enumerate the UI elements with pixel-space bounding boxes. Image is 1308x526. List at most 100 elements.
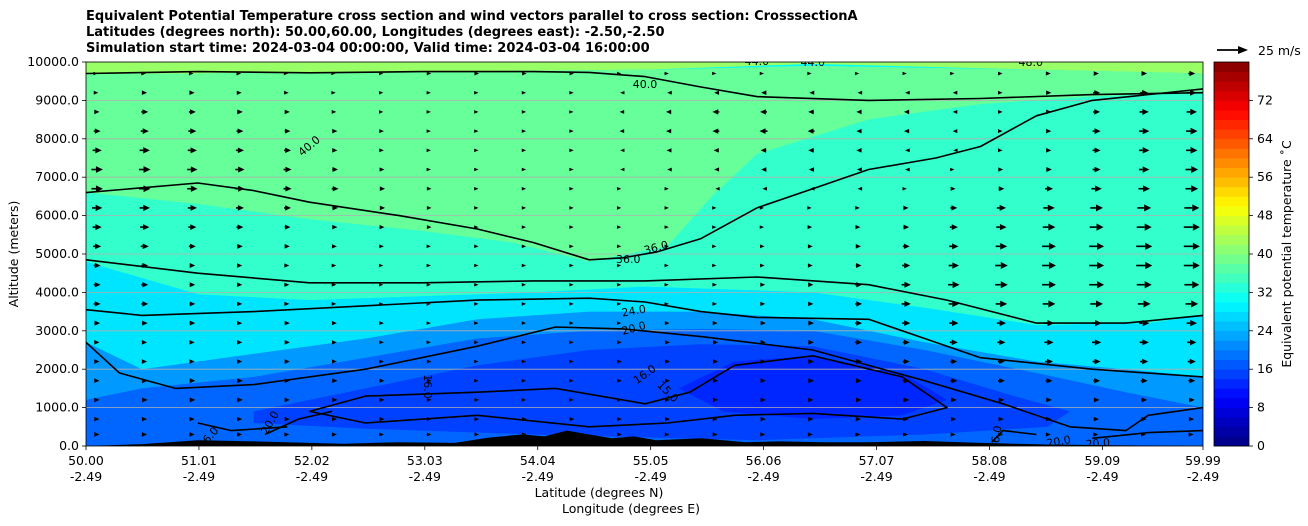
wind-vector-280 xyxy=(856,282,863,288)
terrain-silhouette xyxy=(86,430,1203,446)
wind-vector-135 xyxy=(808,167,814,172)
wind-vector-479 xyxy=(1188,432,1194,437)
colorbar-tick-label-5: 40 xyxy=(1257,246,1273,261)
wind-vector-36 xyxy=(667,90,672,95)
wind-vector-80 xyxy=(474,129,479,133)
wind-vector-435 xyxy=(237,416,243,422)
wind-vector-290 xyxy=(189,301,196,307)
wind-vector-396 xyxy=(665,378,671,383)
wind-vector-391 xyxy=(426,378,432,383)
wind-vector-132 xyxy=(667,167,672,172)
wind-vector-7 xyxy=(426,71,432,76)
wind-vector-250 xyxy=(569,263,574,268)
x-tick-label-lon-9: -2.49 xyxy=(1086,469,1118,484)
wind-vector-52 xyxy=(284,109,290,115)
wind-vector-19 xyxy=(997,71,1003,76)
plot-area: 40.040.044.0 44.0 48.036.036.024.020.016.0… xyxy=(86,62,1203,446)
contour-label-9: 16.0 xyxy=(421,374,434,399)
wind-vector-131 xyxy=(620,167,625,172)
wind-vector-90 xyxy=(952,129,958,134)
wind-vector-225 xyxy=(521,244,527,249)
wind-vector-422 xyxy=(760,397,766,403)
wind-vector-103 xyxy=(426,148,431,153)
wind-vector-407 xyxy=(1189,378,1196,384)
wind-vector-171 xyxy=(237,205,244,211)
wind-vector-238 xyxy=(1145,242,1153,250)
wind-vector-364 xyxy=(284,359,290,364)
wind-vector-67 xyxy=(997,109,1003,114)
wind-vector-196 xyxy=(284,224,291,230)
wind-vector-326 xyxy=(760,320,766,326)
wind-vector-159 xyxy=(809,186,815,191)
wind-vector-11 xyxy=(616,71,622,76)
wind-vector-227 xyxy=(616,244,622,249)
contour-label-14: 6.0 xyxy=(989,425,1005,444)
wind-vector-340 xyxy=(284,340,290,345)
contour-label-5: 36.0 xyxy=(616,253,641,266)
wind-vector-73 xyxy=(142,128,149,134)
y-tick-label-9: 9000.0 xyxy=(35,92,79,107)
contour-line-5 xyxy=(309,354,948,428)
wind-vector-268 xyxy=(284,282,290,287)
wind-vector-74 xyxy=(190,128,197,134)
quiver-key-label: 25 m/s xyxy=(1258,43,1301,58)
wind-vector-339 xyxy=(237,340,243,345)
wind-vector-30 xyxy=(379,90,384,95)
contour-line-9 xyxy=(991,429,1037,443)
wind-vector-127 xyxy=(426,167,431,172)
wind-vector-141 xyxy=(1094,166,1101,173)
wind-vector-356 xyxy=(1047,339,1054,346)
wind-vector-150 xyxy=(379,186,386,192)
wind-vector-475 xyxy=(998,432,1004,437)
wind-vector-31 xyxy=(426,90,431,95)
colorbar-tick-label-3: 24 xyxy=(1257,323,1273,338)
wind-vector-436 xyxy=(284,416,290,422)
wind-vector-279 xyxy=(808,282,814,288)
wind-vector-205 xyxy=(712,225,717,229)
wind-vector-332 xyxy=(1047,319,1055,327)
wind-vector-424 xyxy=(856,397,862,403)
wind-vector-153 xyxy=(521,186,527,191)
wind-vector-336 xyxy=(94,340,100,345)
wind-vector-208 xyxy=(855,224,861,230)
colorbar-tick-label-0: 0 xyxy=(1257,438,1265,453)
wind-vector-202 xyxy=(569,225,574,229)
wind-vector-427 xyxy=(998,397,1005,403)
colorbar-segment-31 xyxy=(1214,138,1249,149)
wind-vector-333 xyxy=(1095,319,1102,327)
y-tick-label-5: 5000.0 xyxy=(35,246,79,261)
wind-vector-39 xyxy=(809,90,815,95)
wind-vector-256 xyxy=(856,263,862,268)
wind-vector-235 xyxy=(1000,242,1008,250)
wind-vector-434 xyxy=(189,416,195,422)
wind-vector-139 xyxy=(998,167,1004,172)
contour-label-7: 24.0 xyxy=(621,303,647,320)
wind-vector-247 xyxy=(426,263,431,268)
wind-vector-352 xyxy=(856,339,863,345)
wind-vector-366 xyxy=(379,359,384,364)
wind-vector-398 xyxy=(760,378,766,384)
wind-vector-429 xyxy=(1094,397,1100,403)
wind-vector-188 xyxy=(1047,204,1055,212)
wind-vector-254 xyxy=(760,263,765,268)
wind-vector-197 xyxy=(332,224,338,230)
wind-vector-443 xyxy=(617,417,622,422)
wind-vector-317 xyxy=(331,320,337,326)
y-tick-label-10: 10000.0 xyxy=(27,54,79,69)
wind-vector-307 xyxy=(1000,300,1008,308)
wind-vector-390 xyxy=(379,378,385,383)
wind-vector-189 xyxy=(1095,204,1103,212)
wind-vector-27 xyxy=(236,90,242,95)
wind-vector-244 xyxy=(284,263,290,268)
wind-vector-211 xyxy=(999,223,1007,231)
wind-vector-372 xyxy=(665,359,671,364)
wind-vector-351 xyxy=(808,339,814,345)
wind-vector-462 xyxy=(379,432,384,437)
colorbar-tick-label-2: 16 xyxy=(1257,361,1273,376)
y-tick-label-8: 8000.0 xyxy=(35,131,79,146)
wind-vector-66 xyxy=(952,109,958,114)
wind-vector-357 xyxy=(1094,339,1102,346)
wind-vector-383 xyxy=(1189,358,1196,365)
wind-vector-228 xyxy=(664,244,669,249)
wind-vector-233 xyxy=(903,243,910,249)
